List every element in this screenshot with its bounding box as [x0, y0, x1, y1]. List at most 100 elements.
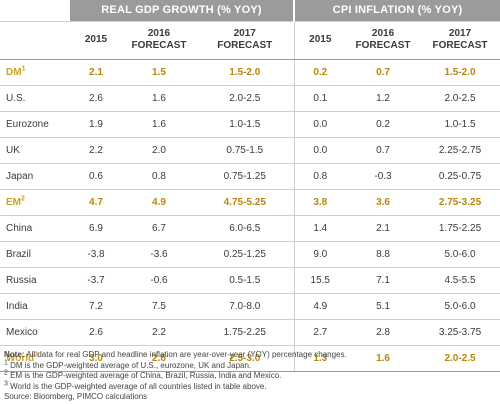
notes-block: Note: All data for real GDP and headline… — [4, 350, 498, 403]
column-header-row: 2015 2016 FORECAST 2017 FORECAST 2015 2016 FORE… — [0, 21, 500, 60]
data-cell: 2.0-2.5 — [420, 85, 500, 112]
row-label-text: China — [6, 222, 33, 234]
table-row: Mexico 2.6 2.2 1.75-2.25 2.7 2.8 3.25-3.75 — [0, 319, 500, 346]
data-cell: 4.9 — [293, 293, 347, 320]
row-label: Mexico — [0, 319, 70, 346]
row-label: China — [0, 215, 70, 242]
table-row: Russia -3.7 -0.6 0.5-1.5 15.5 7.1 4.5-5.5 — [0, 267, 500, 294]
data-cell: 0.25-1.25 — [196, 241, 295, 268]
data-cell: 9.0 — [293, 241, 347, 268]
data-cell: 1.5-2.0 — [196, 59, 295, 86]
row-label: UK — [0, 137, 70, 164]
data-cell: 4.7 — [70, 189, 122, 216]
footnote-line: 2 EM is the GDP-weighted average of Chin… — [4, 369, 498, 382]
table-row: India 7.2 7.5 7.0-8.0 4.9 5.1 5.0-6.0 — [0, 293, 500, 320]
column-header-line1: 2015 — [309, 34, 332, 45]
footnote-text: EM is the GDP-weighted average of China,… — [7, 371, 282, 380]
table-row: U.S. 2.6 1.6 2.0-2.5 0.1 1.2 2.0-2.5 — [0, 85, 500, 112]
data-cell: 1.6 — [122, 111, 196, 138]
column-header: 2015 — [70, 21, 122, 60]
table-row: Eurozone 1.9 1.6 1.0-1.5 0.0 0.2 1.0-1.5 — [0, 111, 500, 138]
data-cell: 5.1 — [346, 293, 421, 320]
data-cell: 6.9 — [70, 215, 122, 242]
column-header-line1: 2016 — [147, 28, 171, 39]
table-row: World3 3.0 2.6 2.5-3.0 1.3 1.6 2.0-2.5 — [0, 345, 500, 372]
row-label: Eurozone — [0, 111, 70, 138]
footnote-line: 1 DM is the GDP-weighted average of U.S.… — [4, 358, 498, 372]
data-cell: 3.8 — [293, 189, 347, 216]
data-cell: 7.1 — [346, 267, 421, 294]
data-cell: 2.2 — [70, 137, 122, 164]
column-header-line1: 2016 — [371, 28, 395, 39]
data-cell: 4.5-5.5 — [420, 267, 500, 294]
row-label: Japan — [0, 163, 70, 190]
column-header-line2: FORECAST — [217, 40, 273, 51]
data-cell: 2.7 — [293, 319, 347, 346]
data-cell: 2.6 — [122, 345, 196, 372]
data-cell: 1.6 — [346, 345, 421, 372]
row-label-text: Brazil — [6, 248, 32, 260]
row-label: U.S. — [0, 85, 70, 112]
row-label-footnote: 3 — [34, 351, 39, 359]
data-cell: 5.0-6.0 — [420, 293, 500, 320]
column-header: 2016 FORECAST — [346, 21, 421, 60]
column-header-line2: FORECAST — [355, 40, 411, 51]
data-cell: 1.5-2.0 — [420, 59, 500, 86]
gdp-cpi-table: REAL GDP GROWTH (% YOY) CPI INFLATION (%… — [0, 0, 500, 372]
table-row: DM1 2.1 1.5 1.5-2.0 0.2 0.7 1.5-2.0 — [0, 59, 500, 86]
column-header: 2017 FORECAST — [196, 21, 295, 60]
corner-cell-2 — [0, 21, 70, 60]
data-cell: 0.75-1.5 — [196, 137, 295, 164]
data-cell: 0.2 — [293, 59, 347, 86]
column-header-line2: FORECAST — [432, 40, 488, 51]
data-cell: 5.0-6.0 — [420, 241, 500, 268]
column-header-line2: FORECAST — [131, 40, 187, 51]
table-row: EM2 4.7 4.9 4.75-5.25 3.8 3.6 2.75-3.25 — [0, 189, 500, 216]
data-cell: 2.1 — [346, 215, 421, 242]
row-label-text: World — [6, 352, 35, 364]
table-row: Japan 0.6 0.8 0.75-1.25 0.8 -0.3 0.25-0.75 — [0, 163, 500, 190]
data-cell: 6.7 — [122, 215, 196, 242]
footnote-text: DM is the GDP-weighted average of U.S., … — [7, 360, 252, 370]
note-line: Note: All data for real GDP and headline… — [4, 350, 498, 361]
column-header-line1: 2015 — [84, 34, 108, 45]
data-cell: 2.2 — [122, 319, 196, 346]
data-cell: 3.0 — [70, 345, 122, 372]
data-cell: 1.6 — [122, 85, 196, 112]
row-label-text: Russia — [6, 274, 37, 286]
data-cell: -3.8 — [70, 241, 122, 268]
data-cell: 0.75-1.25 — [196, 163, 295, 190]
data-cell: 1.4 — [293, 215, 347, 242]
data-cell: 0.2 — [346, 111, 421, 138]
data-cell: 0.6 — [70, 163, 122, 190]
column-header-line1: 2017 — [448, 28, 472, 39]
data-cell: 1.0-1.5 — [196, 111, 295, 138]
row-label-text: DM — [6, 66, 22, 78]
data-cell: 0.8 — [122, 163, 196, 190]
row-label-footnote: 1 — [21, 65, 26, 73]
data-cell: 8.8 — [346, 241, 421, 268]
data-cell: 2.6 — [70, 319, 122, 346]
footnote-marker: 1 — [4, 358, 8, 366]
data-cell: 0.7 — [346, 137, 421, 164]
data-cell: 7.0-8.0 — [196, 293, 295, 320]
data-cell: 2.0 — [122, 137, 196, 164]
data-cell: 1.9 — [70, 111, 122, 138]
data-cell: -0.6 — [122, 267, 196, 294]
column-header: 2016 FORECAST — [122, 21, 196, 60]
column-header: 2017 FORECAST — [420, 21, 500, 60]
data-cell: 4.9 — [122, 189, 196, 216]
data-cell: -0.3 — [346, 163, 421, 190]
row-label: World3 — [0, 345, 70, 372]
data-cell: 0.25-0.75 — [420, 163, 500, 190]
data-cell: 2.0-2.5 — [420, 345, 500, 372]
note-label: Note: — [4, 350, 25, 359]
data-cell: 2.0-2.5 — [196, 85, 295, 112]
data-cell: 7.5 — [122, 293, 196, 320]
data-cell: 0.8 — [293, 163, 347, 190]
column-header: 2015 — [293, 21, 347, 60]
data-cell: 7.2 — [70, 293, 122, 320]
data-cell: 0.1 — [293, 85, 347, 112]
group-header-cpi: CPI INFLATION (% YOY) — [293, 0, 500, 22]
row-label-text: Eurozone — [6, 118, 49, 130]
